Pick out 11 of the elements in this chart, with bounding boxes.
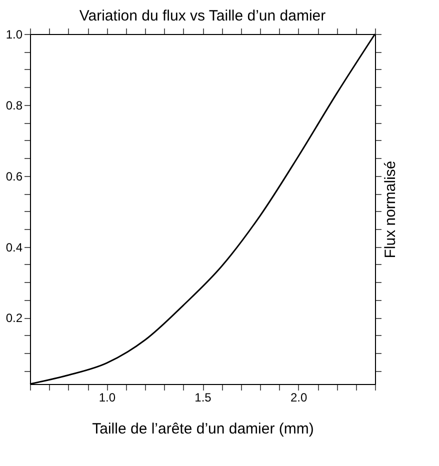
x-tick-label: 2.0 bbox=[290, 390, 308, 404]
x-tick-label: 1.0 bbox=[98, 390, 116, 404]
y-tick-label: 0.6 bbox=[6, 169, 23, 184]
y-axis-title: Flux normalisé bbox=[382, 160, 399, 258]
y-tick-label: 0.2 bbox=[6, 311, 23, 326]
x-axis-title: Taille de l’arête d’un damier (mm) bbox=[92, 420, 314, 438]
x-tick-label: 1.5 bbox=[194, 390, 212, 404]
y-tick-label: 1.0 bbox=[6, 28, 23, 42]
chart-title: Variation du flux vs Taille d’un damier bbox=[79, 8, 326, 24]
y-tick-label: 0.4 bbox=[6, 240, 23, 254]
y-tick-label: 0.8 bbox=[6, 98, 23, 112]
